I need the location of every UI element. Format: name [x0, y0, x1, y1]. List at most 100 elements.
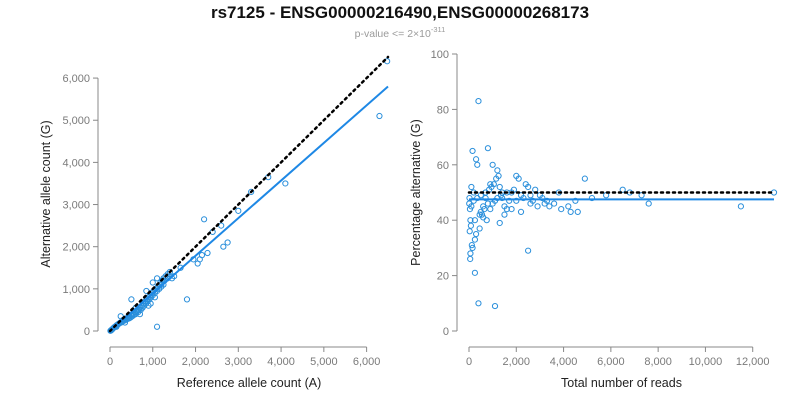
data-point [470, 197, 477, 204]
x-tick-label: 0 [466, 356, 472, 368]
data-point [567, 208, 574, 215]
y-tick-label: 0 [84, 326, 90, 338]
y-tick-label: 5,000 [62, 115, 90, 127]
data-point [737, 203, 744, 210]
data-point [475, 97, 482, 105]
y-tick-label: 6,000 [62, 73, 90, 85]
reference-line [108, 55, 390, 333]
data-point [468, 203, 475, 210]
x-tick-label: 2,000 [182, 356, 210, 368]
data-point [491, 302, 499, 310]
data-point [126, 315, 133, 322]
data-point [501, 211, 508, 218]
data-point [638, 192, 645, 199]
data-point [572, 197, 579, 204]
data-point [487, 181, 494, 188]
data-point [468, 242, 475, 249]
data-point [136, 311, 144, 318]
pvalue-exponent: -311 [430, 25, 446, 34]
data-point [490, 181, 497, 188]
data-point [499, 194, 506, 202]
data-point [471, 269, 479, 276]
data-point [121, 319, 129, 326]
data-point [534, 203, 541, 210]
data-point [153, 275, 161, 282]
data-point [469, 147, 476, 155]
data-point [588, 194, 596, 202]
x-tick-label: 8,000 [644, 356, 672, 368]
data-point [471, 217, 479, 224]
chart-subtitle: p-value <= 2×10-311 [0, 25, 800, 40]
y-tick-label: 1,000 [62, 284, 90, 296]
data-point [128, 296, 135, 303]
y-tick-label: 3,000 [62, 200, 90, 212]
data-point [235, 207, 242, 214]
pvalue-text: p-value <= 2×10 [354, 28, 431, 40]
data-point [224, 239, 231, 246]
data-point [495, 172, 502, 179]
y-tick-label: 0 [443, 326, 449, 338]
data-point [581, 175, 588, 182]
data-point [466, 228, 473, 235]
data-point [487, 206, 494, 213]
data-point [496, 219, 503, 227]
data-point [476, 225, 483, 232]
data-point [471, 236, 479, 243]
data-point [474, 161, 481, 168]
x-axis-label: Total number of reads [561, 376, 682, 390]
y-tick-label: 2,000 [62, 242, 90, 254]
data-point [506, 197, 513, 204]
data-point [489, 161, 496, 168]
data-point [472, 230, 480, 238]
data-point [541, 200, 548, 207]
data-point [145, 302, 152, 309]
data-point [151, 294, 159, 301]
data-point [517, 208, 525, 215]
x-tick-label: 0 [107, 356, 113, 368]
data-point [501, 203, 508, 210]
y-tick-label: 4,000 [62, 157, 90, 169]
x-tick-label: 10,000 [689, 356, 723, 368]
data-point [467, 217, 474, 224]
data-point [522, 181, 529, 188]
data-point [574, 208, 581, 215]
data-point [484, 145, 492, 152]
data-point [467, 250, 474, 257]
data-point [478, 211, 486, 218]
data-point [183, 296, 191, 303]
data-point [467, 222, 474, 229]
data-point [158, 283, 165, 290]
data-point [508, 206, 515, 213]
data-point [204, 249, 211, 257]
data-point [107, 327, 114, 334]
x-axis-label: Reference allele count (A) [177, 376, 322, 390]
data-point [496, 183, 503, 191]
y-axis-label: Percentage alternative (G) [409, 119, 423, 266]
data-point [546, 203, 553, 210]
data-point [480, 203, 487, 210]
y-axis-label: Alternative allele count (G) [39, 120, 53, 267]
y-tick-label: 40 [437, 215, 449, 227]
x-tick-label: 5,000 [310, 356, 338, 368]
data-point [468, 183, 475, 191]
x-tick-label: 3,000 [225, 356, 253, 368]
data-point [494, 167, 501, 174]
data-point [483, 217, 490, 224]
data-point [645, 200, 652, 207]
data-point [472, 156, 480, 163]
data-point [153, 323, 161, 330]
data-point [248, 188, 255, 195]
chart-title: rs7125 - ENSG00000216490,ENSG00000268173 [210, 3, 590, 22]
y-tick-label: 60 [437, 160, 449, 172]
x-tick-label: 2,000 [503, 356, 531, 368]
data-point [513, 197, 520, 204]
data-point [469, 244, 476, 251]
data-point [220, 243, 227, 250]
data-point [484, 200, 492, 207]
data-point [517, 192, 525, 199]
data-point [565, 203, 572, 210]
data-point [467, 255, 474, 263]
data-point [551, 200, 558, 207]
data-point [376, 112, 383, 120]
